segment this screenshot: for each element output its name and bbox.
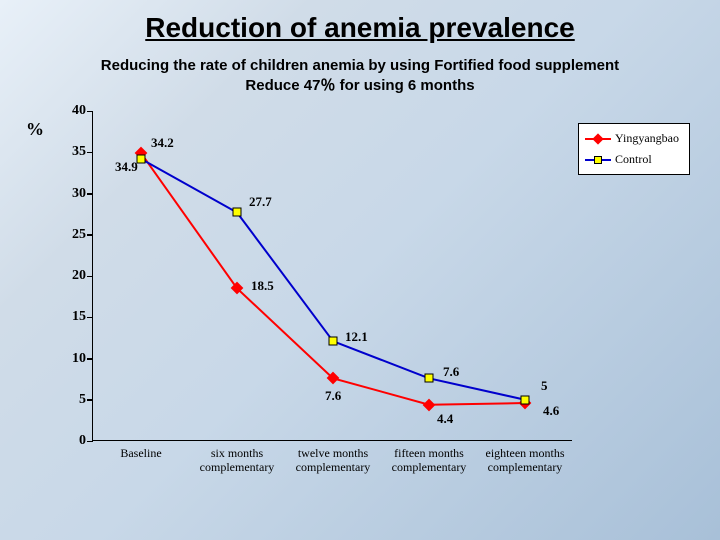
slide-title: Reduction of anemia prevalence	[30, 12, 690, 44]
y-tick-label: 25	[72, 227, 86, 243]
y-tick-label: 30	[72, 186, 86, 202]
square-marker-icon	[594, 156, 602, 164]
legend: Yingyangbao Control	[578, 123, 690, 175]
y-tick-label: 10	[72, 351, 86, 367]
square-marker-icon	[425, 374, 434, 383]
y-tick	[87, 441, 93, 443]
y-tick-label: 5	[79, 392, 86, 408]
y-tick-label: 0	[79, 433, 86, 449]
data-label: 12.1	[345, 329, 368, 345]
diamond-marker-icon	[592, 133, 603, 144]
data-label: 7.6	[325, 388, 341, 404]
data-label: 18.5	[251, 278, 274, 294]
square-marker-icon	[233, 208, 242, 217]
data-label: 5	[541, 378, 548, 394]
legend-row: Yingyangbao	[585, 128, 683, 149]
y-tick	[87, 399, 93, 401]
y-tick-label: 15	[72, 309, 86, 325]
data-label: 4.4	[437, 411, 453, 427]
y-tick	[87, 358, 93, 360]
x-tick-label: eighteen months complementary	[477, 447, 573, 475]
subtitle-line1: Reducing the rate of children anemia by …	[101, 57, 619, 74]
subtitle-line2: Reduce 47％ for using 6 months	[245, 77, 474, 94]
legend-line-icon	[585, 159, 611, 161]
y-tick	[87, 276, 93, 278]
slide: Reduction of anemia prevalence Reducing …	[0, 0, 720, 540]
y-tick	[87, 317, 93, 319]
square-marker-icon	[329, 337, 338, 346]
chart: % YingyangbaoControl 0510152025303540Bas…	[30, 101, 690, 501]
square-marker-icon	[137, 154, 146, 163]
x-tick-label: fifteen months complementary	[381, 447, 477, 475]
x-tick-label: twelve months complementary	[285, 447, 381, 475]
data-label: 27.7	[249, 194, 272, 210]
y-tick	[87, 234, 93, 236]
slide-subtitle: Reducing the rate of children anemia by …	[30, 56, 690, 95]
y-tick-label: 35	[72, 144, 86, 160]
square-marker-icon	[521, 395, 530, 404]
y-tick-label: 20	[72, 268, 86, 284]
x-tick-label: Baseline	[93, 447, 189, 461]
y-tick	[87, 152, 93, 154]
x-tick-label: six months complementary	[189, 447, 285, 475]
y-axis-label: %	[26, 119, 44, 140]
y-tick	[87, 193, 93, 195]
legend-line-icon	[585, 138, 611, 140]
y-tick-label: 40	[72, 103, 86, 119]
series-line	[141, 159, 525, 400]
legend-label: Control	[615, 152, 652, 167]
data-label: 4.6	[543, 403, 559, 419]
legend-row: Control	[585, 149, 683, 170]
data-label: 34.9	[115, 159, 138, 175]
data-label: 7.6	[443, 364, 459, 380]
legend-label: Yingyangbao	[615, 131, 679, 146]
y-tick	[87, 111, 93, 113]
plot-area: YingyangbaoControl 0510152025303540Basel…	[92, 111, 572, 441]
data-label: 34.2	[151, 135, 174, 151]
